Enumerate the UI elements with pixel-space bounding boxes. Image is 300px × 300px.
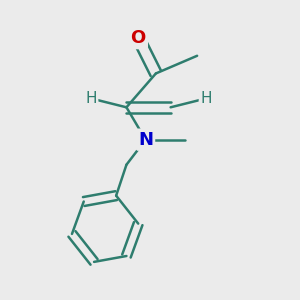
Text: H: H: [200, 91, 212, 106]
Text: O: O: [130, 29, 146, 47]
Text: N: N: [138, 131, 153, 149]
Text: H: H: [85, 91, 97, 106]
